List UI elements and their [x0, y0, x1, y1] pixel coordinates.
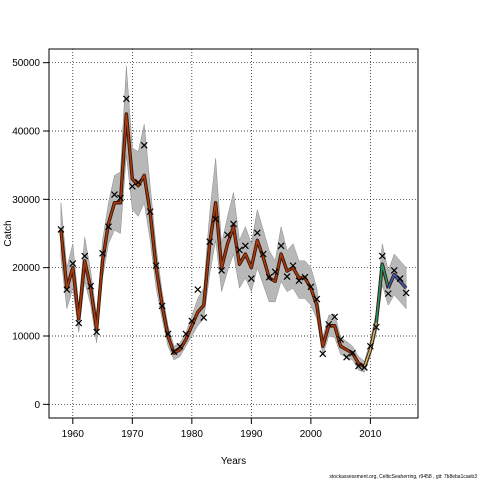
y-tick-label-0: 0 — [34, 400, 40, 411]
x-tick-label-2010: 2010 — [359, 429, 382, 440]
observed-point-1961 — [75, 319, 83, 327]
observed-point-1992 — [259, 250, 267, 258]
observed-point-1967 — [111, 191, 118, 198]
observed-catch-points — [57, 95, 410, 371]
observed-point-2014 — [390, 266, 398, 274]
observed-point-1997 — [289, 262, 297, 270]
y-axis-ticks: 0 10000 20000 30000 40000 50000 — [12, 58, 49, 411]
footer-credit: stockassessment.org, CelticSeaherring, r… — [329, 474, 477, 480]
observed-point-1980 — [188, 317, 196, 325]
y-tick-label-30000: 30000 — [12, 195, 40, 206]
observed-point-1977 — [170, 348, 178, 356]
x-tick-label-2000: 2000 — [300, 429, 323, 440]
confidence-band — [60, 66, 407, 373]
observed-point-1972 — [140, 141, 148, 149]
x-tick-label-1960: 1960 — [62, 429, 85, 440]
observed-point-1960 — [69, 260, 77, 267]
observed-point-1983 — [206, 238, 214, 246]
observed-point-1963 — [87, 282, 95, 290]
observed-point-2009 — [361, 364, 368, 371]
y-tick-label-10000: 10000 — [12, 332, 40, 343]
observed-point-1981 — [194, 286, 202, 293]
y-tick-label-20000: 20000 — [12, 263, 40, 274]
estimated-line-2013 — [387, 273, 407, 289]
observed-point-2010 — [366, 342, 374, 350]
observed-point-1965 — [99, 249, 106, 257]
observed-point-1985 — [218, 266, 226, 274]
observed-point-2004 — [331, 313, 339, 321]
observed-point-1995 — [277, 242, 285, 250]
y-axis-title: Catch — [3, 220, 14, 246]
observed-point-2005 — [337, 335, 345, 343]
observed-point-1962 — [81, 252, 89, 260]
observed-point-1964 — [93, 328, 101, 336]
observed-point-1978 — [176, 342, 184, 350]
observed-point-1996 — [283, 273, 291, 280]
observed-point-2013 — [384, 290, 392, 298]
estimated-line-2009 — [363, 322, 378, 368]
plot-frame — [48, 48, 419, 419]
x-axis-ticks: 1960 1970 1980 1990 2000 2010 — [62, 418, 382, 440]
observed-point-1971 — [134, 178, 142, 186]
observed-point-1969 — [122, 95, 130, 103]
observed-point-2008 — [355, 362, 362, 370]
observed-point-2001 — [313, 295, 321, 303]
y-tick-label-50000: 50000 — [12, 58, 40, 69]
observed-point-1984 — [212, 215, 220, 223]
observed-point-2002 — [319, 350, 327, 358]
observed-point-1974 — [152, 262, 160, 270]
observed-point-2016 — [402, 289, 410, 297]
observed-point-1986 — [224, 231, 231, 239]
observed-point-1998 — [295, 277, 303, 285]
observed-point-1970 — [128, 182, 136, 190]
observed-point-2003 — [325, 320, 333, 328]
observed-point-1958 — [57, 225, 65, 233]
observed-point-1976 — [164, 330, 172, 338]
observed-point-1994 — [271, 268, 279, 276]
observed-point-1999 — [301, 273, 309, 281]
y-tick-label-40000: 40000 — [12, 127, 40, 138]
observed-point-1987 — [230, 220, 237, 228]
observed-point-1968 — [116, 194, 124, 202]
observed-point-2007 — [349, 349, 356, 357]
x-tick-label-1990: 1990 — [240, 429, 263, 440]
observed-point-1982 — [200, 314, 208, 321]
observed-point-2000 — [307, 283, 315, 291]
estimated-line-2011 — [375, 263, 390, 323]
observed-point-2012 — [378, 252, 386, 260]
observed-point-2015 — [396, 275, 404, 283]
observed-point-1993 — [265, 273, 273, 281]
observed-point-1979 — [182, 330, 190, 338]
observed-point-2006 — [343, 353, 351, 361]
observed-point-2011 — [372, 323, 380, 331]
observed-point-1989 — [241, 242, 249, 250]
observed-point-1991 — [253, 229, 261, 237]
observed-point-1966 — [105, 223, 112, 231]
observed-point-1990 — [247, 275, 255, 283]
observed-point-1959 — [63, 286, 71, 293]
observed-point-1973 — [146, 208, 154, 216]
x-tick-label-1980: 1980 — [181, 429, 204, 440]
observed-point-1975 — [158, 302, 166, 310]
observed-point-1988 — [236, 246, 243, 254]
x-axis-title: Years — [221, 456, 246, 467]
x-tick-label-1970: 1970 — [121, 429, 144, 440]
